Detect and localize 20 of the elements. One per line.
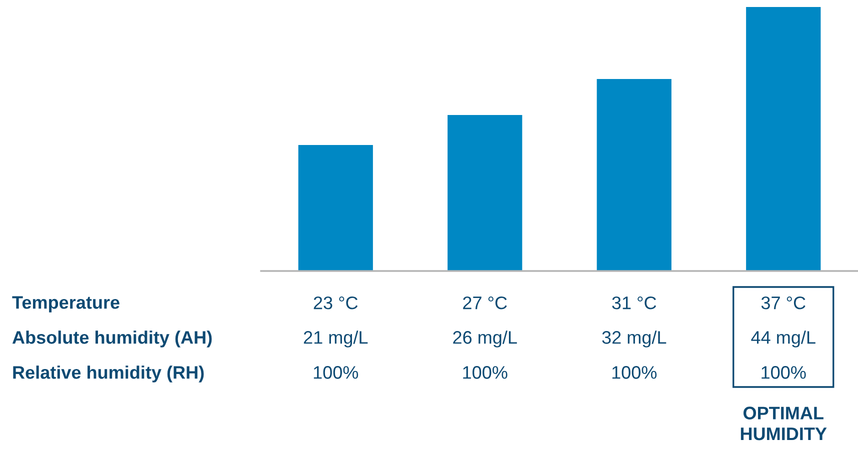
text: OPTIMAL HUMIDITY (740, 406, 827, 440)
x-tick-label: 27 °C (463, 296, 507, 310)
x-tick-label: 23 °C (314, 296, 358, 310)
bar (596, 79, 672, 271)
data-label: 26 mg/L (453, 330, 517, 348)
text: 100% (762, 366, 806, 379)
text: 100% (314, 366, 358, 379)
data-label: 21 mg/L (304, 330, 368, 348)
text: 100% (463, 366, 508, 379)
bar (746, 7, 821, 271)
text: Temperature (12, 296, 120, 312)
data-label: 32 mg/L (602, 330, 666, 348)
x-tick-label: 31 °C (612, 296, 656, 310)
data-label: 44 mg/L (751, 330, 816, 348)
text: Absolute humidity (AH) (12, 330, 212, 348)
text: 100% (612, 366, 657, 379)
x-tick-label: 37 °C (761, 296, 806, 310)
bar (298, 145, 373, 271)
bar (448, 115, 522, 271)
text: Relative humidity (RH) (13, 366, 204, 382)
